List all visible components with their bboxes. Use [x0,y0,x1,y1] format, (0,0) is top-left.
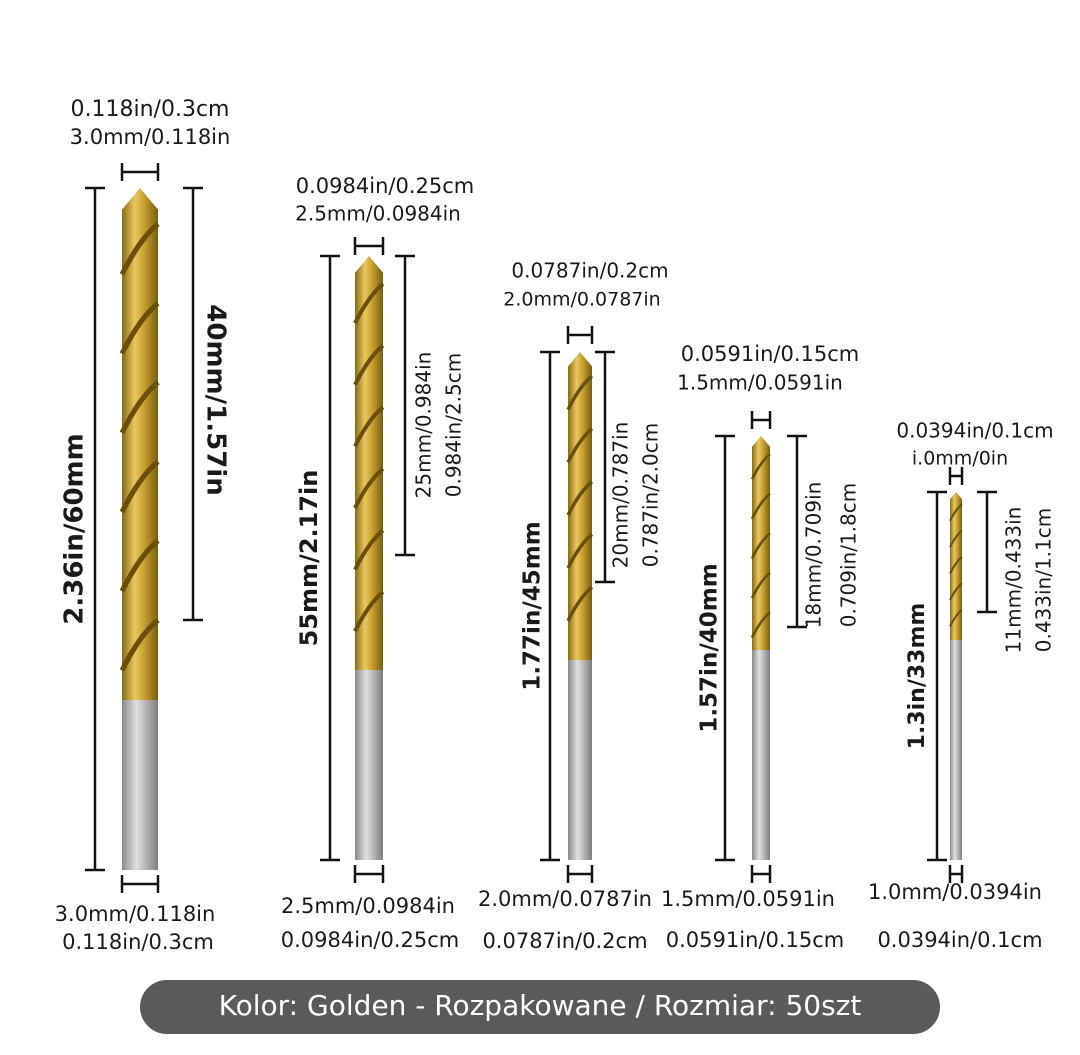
twist [566,480,594,516]
twist [119,459,160,514]
flute [950,492,962,640]
twist [750,452,771,480]
caption: Kolor: Golden - Rozpakowane / Rozmiar: 5… [219,989,862,1022]
twist [949,529,963,548]
caption-pill [140,980,940,1034]
twist [566,585,594,622]
twist [949,608,963,627]
diameter-label: 1.5mm/0.0591in [661,887,835,911]
flute-label: 0.433in/1.1cm [1032,508,1056,653]
diameter-label: 0.0591in/0.15cm [666,928,844,952]
twist [750,611,771,639]
flute-label: 40mm/1.57in [201,304,231,495]
flute-label: 25mm/0.984in [412,352,436,499]
twist [353,405,385,448]
flute-label: 11mm/0.433in [1002,507,1026,654]
diameter-label: 2.0mm/0.0787in [503,289,660,311]
twist [119,617,160,672]
drill-bits: 0.118in/0.3cm 3.0mm/0.118in 3.0mm/0.118in 0… [55,97,1056,954]
twist [353,282,385,325]
twist [566,427,594,464]
diameter-label: 1.0mm/0.0394in [868,880,1042,904]
twist [353,528,385,571]
diameter-label: 0.0787in/0.2cm [511,259,668,283]
twist [949,503,963,522]
diameter-label: i.0mm/0in [912,448,1008,470]
diameter-label: 2.5mm/0.0984in [295,202,461,226]
twist [949,582,963,601]
twist [750,532,771,559]
diameter-label: 0.0984in/0.25cm [281,928,459,952]
length-label: 2.36in/60mm [60,433,90,624]
diameter-label: 0.0787in/0.2cm [482,929,647,953]
diameter-label: 3.0mm/0.118in [70,125,231,149]
twist [353,590,385,633]
flute-label: 20mm/0.787in [609,422,633,569]
diameter-label: 1.5mm/0.0591in [677,371,843,395]
twist [750,492,771,520]
twist [750,571,771,599]
twist [119,221,160,276]
flute-label: 0.709in/1.8cm [837,483,861,628]
length-label: 1.3in/33mm [905,603,930,750]
flute-label: 0.787in/2.0cm [639,423,663,568]
twist [353,467,385,509]
flute [355,256,383,670]
diameter-label: 0.0394in/0.1cm [896,419,1053,443]
twist [566,374,594,411]
length-label: 55mm/2.17in [295,470,323,647]
diameter-label: 0.0394in/0.1cm [877,928,1042,952]
shank [752,650,770,860]
flute [568,352,592,660]
twist [119,380,160,434]
diameter-label: 0.118in/0.3cm [71,97,230,122]
diameter-label: 3.0mm/0.118in [55,902,216,926]
twist [119,301,160,355]
shank [568,660,592,860]
twist [119,538,160,593]
twist [353,344,385,386]
flute-label: 18mm/0.709in [802,482,826,629]
diameter-label: 0.0984in/0.25cm [296,174,474,198]
diameter-label: 0.118in/0.3cm [62,930,214,954]
diameter-label: 0.0591in/0.15cm [681,342,859,366]
twist [949,556,963,575]
shank [122,700,158,870]
shank [950,640,962,860]
diameter-label: 2.0mm/0.0787in [478,887,652,911]
length-label: 1.77in/45mm [520,521,546,690]
diameter-label: 2.5mm/0.0984in [281,894,455,918]
twist [566,533,594,569]
shank [355,670,383,860]
length-label: 1.57in/40mm [697,563,723,732]
flute-label: 0.984in/2.5cm [442,353,466,498]
